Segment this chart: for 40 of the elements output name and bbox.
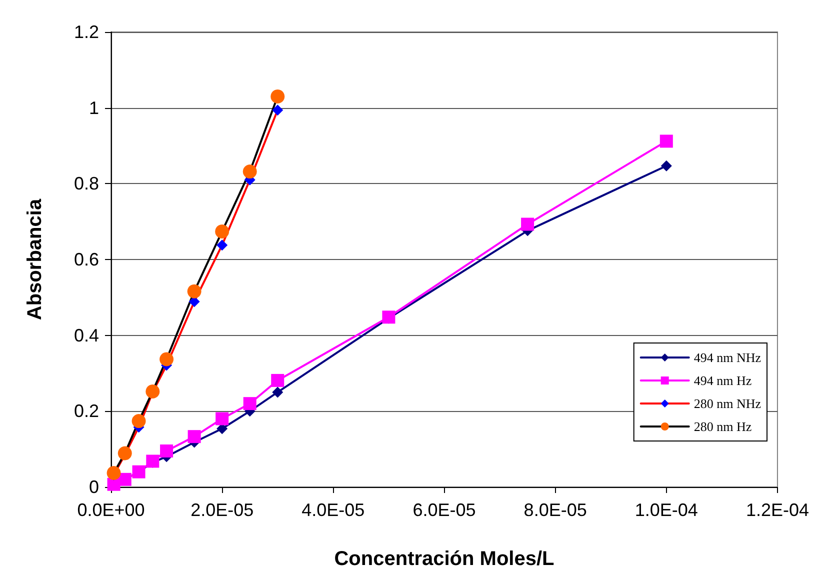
- point: [272, 104, 284, 116]
- point: [106, 466, 121, 480]
- y-tick-label: 0: [88, 477, 99, 497]
- point: [660, 160, 672, 172]
- y-tick-label: 0.6: [74, 250, 99, 270]
- point: [215, 224, 230, 238]
- point: [521, 218, 534, 231]
- legend-label: 494 nm Hz: [694, 373, 752, 388]
- point: [242, 164, 257, 179]
- y-tick-label: 0.2: [74, 401, 99, 422]
- x-tick-label: 1.0E-04: [634, 500, 698, 520]
- point: [270, 89, 285, 104]
- x-tick-label: 4.0E-05: [302, 500, 365, 520]
- point: [216, 412, 229, 426]
- x-axis-title: Concentración Moles/L: [334, 548, 554, 570]
- y-tick-label: 0.8: [74, 174, 99, 194]
- x-tick-label: 1.2E-04: [746, 500, 809, 520]
- x-tick-label: 2.0E-05: [190, 500, 254, 520]
- legend-label: 280 nm NHz: [694, 396, 762, 411]
- point: [660, 134, 673, 148]
- legend-label: 494 nm NHz: [694, 350, 762, 365]
- x-tick-label: 6.0E-05: [412, 500, 476, 520]
- point: [132, 414, 146, 428]
- y-tick-label: 1: [88, 98, 99, 118]
- point: [216, 240, 228, 251]
- point: [160, 352, 174, 366]
- point: [272, 386, 284, 398]
- point: [271, 374, 284, 387]
- legend-label: 280 nm Hz: [694, 419, 752, 434]
- point: [146, 384, 160, 398]
- y-axis-title: Absorbancia: [24, 198, 46, 320]
- x-tick-label: 8.0E-05: [524, 500, 587, 520]
- point: [243, 397, 256, 410]
- point: [118, 446, 132, 460]
- y-tick-label: 1.2: [74, 22, 99, 42]
- point: [188, 430, 201, 444]
- point: [160, 444, 174, 458]
- y-tick-label: 0.4: [74, 325, 99, 346]
- x-tick-label: 0.0E+00: [77, 500, 145, 520]
- point: [187, 284, 202, 298]
